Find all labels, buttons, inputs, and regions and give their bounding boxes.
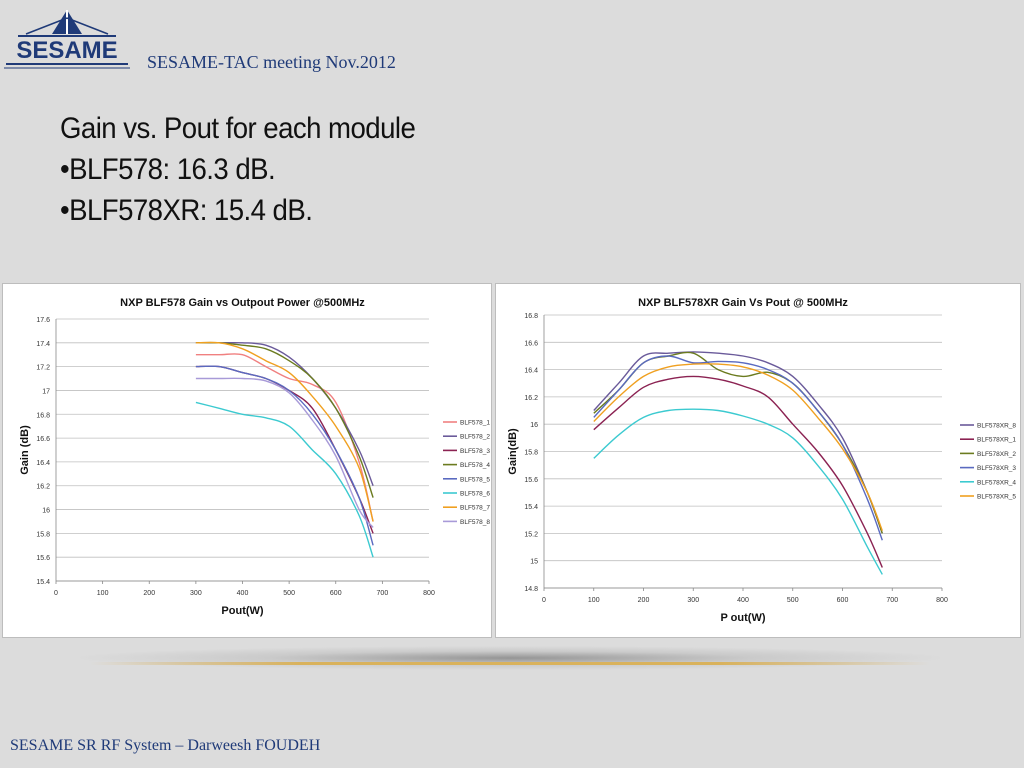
y-tick-label: 16.8 [36,412,50,419]
legend-label: BLF578_6 [460,491,490,498]
legend-label: BLF578XR_4 [977,479,1016,486]
y-tick-label: 16.8 [524,313,538,320]
chart-panel-blf578: NXP BLF578 Gain vs Outpout Power @500MHz… [2,283,492,638]
y-tick-label: 15.8 [36,531,50,538]
chart-blf578: NXP BLF578 Gain vs Outpout Power @500MHz… [19,297,490,617]
decorative-gold-line [90,662,930,665]
x-tick-label: 100 [588,597,600,604]
legend-label: BLF578_1 [460,420,490,427]
chart-title: NXP BLF578XR Gain Vs Pout @ 500MHz [638,297,848,309]
x-tick-label: 400 [737,597,749,604]
y-tick-label: 16.2 [36,484,50,491]
bullet-blf578: •BLF578: 16.3 dB. [60,153,276,186]
series-line-blf578_7 [195,341,374,522]
x-tick-label: 400 [237,590,249,597]
x-tick-label: 800 [423,590,435,597]
legend-label: BLF578XR_8 [977,423,1016,430]
x-tick-label: 300 [687,597,699,604]
x-tick-label: 0 [542,597,546,604]
legend-label: BLF578XR_2 [977,451,1016,458]
body-heading: Gain vs. Pout for each module [60,112,416,145]
y-tick-label: 15.6 [36,555,50,562]
y-tick-label: 16.4 [524,368,538,375]
series-line-blf578xr_4 [593,408,883,575]
legend-label: BLF578_4 [460,462,490,469]
legend-label: BLF578_7 [460,505,490,512]
x-tick-label: 600 [837,597,849,604]
y-tick-label: 16.4 [36,460,50,467]
x-tick-label: 200 [143,590,155,597]
x-tick-label: 600 [330,590,342,597]
y-tick-label: 15 [530,559,538,566]
legend-label: BLF578_8 [460,519,490,526]
series-line-blf578_6 [195,401,374,558]
chart-title: NXP BLF578 Gain vs Outpout Power @500MHz [120,297,365,309]
legend-label: BLF578XR_1 [977,437,1016,444]
x-tick-label: 200 [638,597,650,604]
x-tick-label: 700 [377,590,389,597]
y-tick-label: 14.8 [524,586,538,593]
x-tick-label: 800 [936,597,948,604]
sesame-logo: SESAME [4,8,130,72]
y-tick-label: 17 [42,388,50,395]
x-tick-label: 100 [97,590,109,597]
bullet-blf578xr: •BLF578XR: 15.4 dB. [60,194,313,227]
y-tick-label: 16 [42,508,50,515]
legend-label: BLF578XR_5 [977,494,1016,501]
footer-text: SESAME SR RF System – Darweesh FOUDEH [10,737,321,754]
x-axis-label: P out(W) [720,612,765,624]
chart-blf578xr: NXP BLF578XR Gain Vs Pout @ 500MHz 14.8 15… [507,297,1016,624]
x-tick-label: 300 [190,590,202,597]
decorative-shadow [80,646,940,670]
series-line-blf578xr_5 [593,363,883,531]
series-line-blf578xr_8 [593,351,883,534]
y-tick-label: 16.6 [36,436,50,443]
series-line-blf578_3 [195,365,374,534]
y-tick-label: 15.4 [524,504,538,511]
sesame-logo-graphic: SESAME [4,10,130,69]
y-axis-label: Gain (dB) [19,425,31,475]
legend-label: BLF578XR_3 [977,465,1016,472]
series-line-blf578_8 [195,377,374,528]
y-tick-label: 17.2 [36,365,50,372]
series-line-blf578xr_3 [593,355,883,541]
chart-panel-blf578xr: NXP BLF578XR Gain Vs Pout @ 500MHz 14.8 15… [495,283,1021,638]
series-line-blf578_5 [195,365,374,546]
legend-label: BLF578_3 [460,448,490,455]
logo-text: SESAME [16,37,117,64]
x-tick-label: 500 [787,597,799,604]
y-tick-label: 15.4 [36,579,50,586]
legend-label: BLF578_2 [460,434,490,441]
y-tick-label: 16.2 [524,395,538,402]
meeting-title: SESAME-TAC meeting Nov.2012 [147,52,396,72]
y-tick-label: 16 [530,422,538,429]
x-tick-label: 700 [886,597,898,604]
legend-label: BLF578_5 [460,476,490,483]
x-axis-label: Pout(W) [221,605,263,617]
x-tick-label: 500 [283,590,295,597]
series-line-blf578xr_1 [593,375,883,568]
slide-body: Gain vs. Pout for each module •BLF578: 1… [60,108,416,231]
y-tick-label: 17.4 [36,341,50,348]
y-tick-label: 15.6 [524,477,538,484]
y-tick-label: 16.6 [524,340,538,347]
series-line-blf578_4 [195,341,374,498]
y-tick-label: 15.2 [524,531,538,538]
y-tick-label: 15.8 [524,450,538,457]
x-tick-label: 0 [54,590,58,597]
y-axis-label: Gain(dB) [507,428,519,475]
y-tick-label: 17.6 [36,317,50,324]
